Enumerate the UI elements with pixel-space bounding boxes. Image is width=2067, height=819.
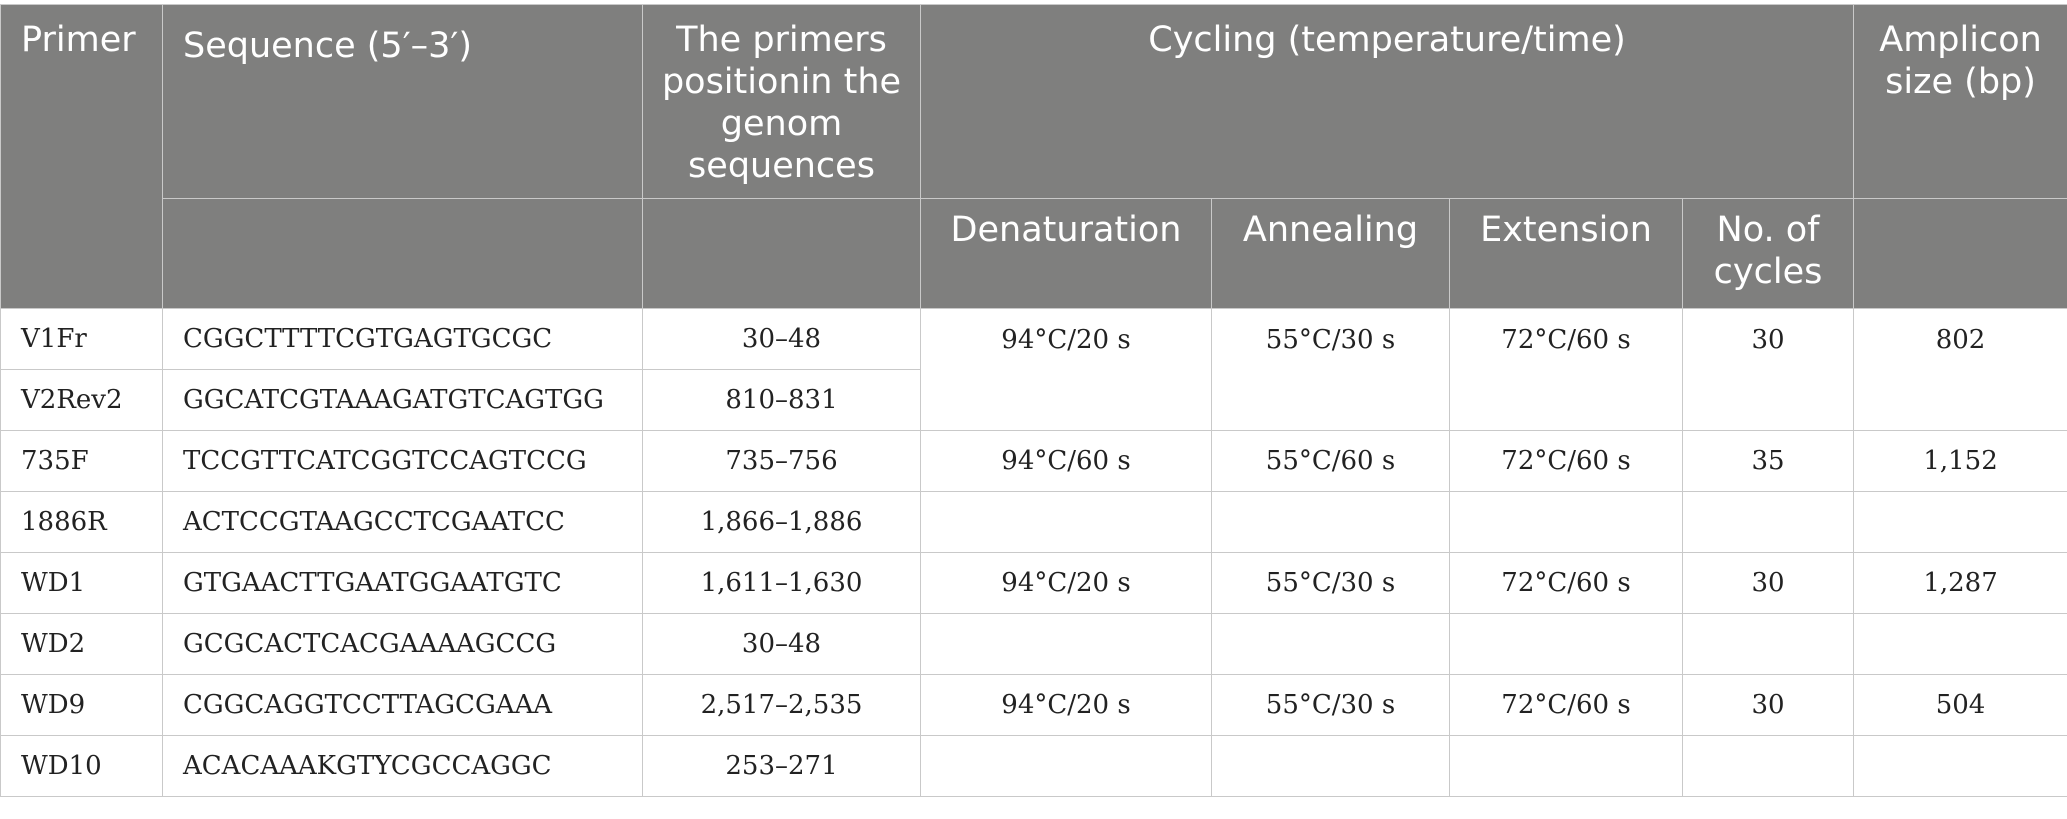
position-cell: 810–831 [642, 369, 921, 431]
cycles-cell: 30 [1681, 308, 1855, 431]
table-row: V2Rev2 GGCATCGTAAAGATGTCAGTGG 810–831 [0, 369, 2067, 431]
denaturation-cell: 94°C/20 s [920, 674, 1212, 736]
amplicon-cell [1853, 491, 2067, 553]
primer-table: Primer Sequence (5′–3′) The primers posi… [0, 4, 2067, 797]
annealing-cell: 55°C/60 s [1211, 430, 1450, 492]
primer-cell: 735F [0, 430, 163, 492]
cycles-cell: 30 [1681, 552, 1855, 614]
amplicon-cell: 504 [1853, 674, 2067, 736]
cycles-cell: 35 [1681, 430, 1855, 492]
sequence-cell: ACTCCGTAAGCCTCGAATCC [162, 491, 643, 553]
amplicon-cell [1853, 735, 2067, 797]
header-amplicon-blank [1853, 198, 2067, 309]
primer-cell: WD1 [0, 552, 163, 614]
extension-cell [1449, 491, 1683, 553]
sequence-cell: GTGAACTTGAATGGAATGTC [162, 552, 643, 614]
primer-cell: WD10 [0, 735, 163, 797]
primer-cell: 1886R [0, 491, 163, 553]
extension-cell: 72°C/60 s [1449, 552, 1683, 614]
header-primer: Primer [0, 4, 163, 309]
primer-cell: WD2 [0, 613, 163, 675]
annealing-cell: 55°C/30 s [1211, 674, 1450, 736]
annealing-cell: 55°C/30 s [1211, 308, 1450, 431]
position-cell: 253–271 [642, 735, 921, 797]
position-cell: 30–48 [642, 613, 921, 675]
position-cell: 2,517–2,535 [642, 674, 921, 736]
annealing-cell [1211, 735, 1450, 797]
header-sequence-blank [162, 198, 643, 309]
sequence-cell: CGGCAGGTCCTTAGCGAAA [162, 674, 643, 736]
position-cell: 1,866–1,886 [642, 491, 921, 553]
cycles-cell [1681, 491, 1855, 553]
primer-table-container: Primer Sequence (5′–3′) The primers posi… [0, 4, 2067, 797]
annealing-cell [1211, 491, 1450, 553]
sequence-cell: GGCATCGTAAAGATGTCAGTGG [162, 369, 643, 431]
header-denaturation: Denaturation [920, 198, 1212, 309]
amplicon-cell: 1,287 [1853, 552, 2067, 614]
denaturation-cell [920, 613, 1212, 675]
denaturation-cell [920, 491, 1212, 553]
primer-cell: WD9 [0, 674, 163, 736]
extension-cell [1449, 735, 1683, 797]
position-cell: 30–48 [642, 308, 921, 370]
denaturation-cell: 94°C/20 s [920, 308, 1212, 431]
sequence-cell: CGGCTTTTCGTGAGTGCGC [162, 308, 643, 370]
header-amplicon: Amplicon size (bp) [1853, 4, 2067, 199]
table-row: WD9 CGGCAGGTCCTTAGCGAAA 2,517–2,535 94°C… [0, 674, 2067, 736]
cycles-cell: 30 [1681, 674, 1855, 736]
extension-cell [1449, 613, 1683, 675]
table-row: WD2 GCGCACTCACGAAAAGCCG 30–48 [0, 613, 2067, 675]
denaturation-cell [920, 735, 1212, 797]
amplicon-cell [1853, 613, 2067, 675]
cycles-cell [1681, 613, 1855, 675]
extension-cell: 72°C/60 s [1449, 674, 1683, 736]
amplicon-cell: 802 [1853, 308, 2067, 431]
amplicon-cell: 1,152 [1853, 430, 2067, 492]
table-row: 735F TCCGTTCATCGGTCCAGTCCG 735–756 94°C/… [0, 430, 2067, 492]
header-cycling: Cycling (temperature/time) [919, 4, 1855, 199]
header-position-blank [642, 198, 921, 309]
cycles-cell [1681, 735, 1855, 797]
extension-cell: 72°C/60 s [1449, 308, 1683, 431]
position-cell: 735–756 [642, 430, 921, 492]
sequence-cell: TCCGTTCATCGGTCCAGTCCG [162, 430, 643, 492]
denaturation-cell: 94°C/60 s [920, 430, 1212, 492]
extension-cell: 72°C/60 s [1449, 430, 1683, 492]
table-row: WD10 ACACAAAKGTYCGCCAGGC 253–271 [0, 735, 2067, 797]
primer-cell: V2Rev2 [0, 369, 163, 431]
table-row: V1Fr CGGCTTTTCGTGAGTGCGC 30–48 94°C/20 s… [0, 308, 2067, 431]
header-sequence: Sequence (5′–3′) [162, 4, 643, 199]
denaturation-cell: 94°C/20 s [920, 552, 1212, 614]
header-cycles: No. of cycles [1681, 198, 1855, 309]
annealing-cell: 55°C/30 s [1211, 552, 1450, 614]
table-row: 1886R ACTCCGTAAGCCTCGAATCC 1,866–1,886 [0, 491, 2067, 553]
sequence-cell: ACACAAAKGTYCGCCAGGC [162, 735, 643, 797]
header-position: The primers positionin the genom sequenc… [642, 4, 921, 199]
header-annealing: Annealing [1211, 198, 1450, 309]
annealing-cell [1211, 613, 1450, 675]
table-row: WD1 GTGAACTTGAATGGAATGTC 1,611–1,630 94°… [0, 552, 2067, 614]
header-extension: Extension [1449, 198, 1683, 309]
sequence-cell: GCGCACTCACGAAAAGCCG [162, 613, 643, 675]
primer-cell: V1Fr [0, 308, 163, 370]
position-cell: 1,611–1,630 [642, 552, 921, 614]
